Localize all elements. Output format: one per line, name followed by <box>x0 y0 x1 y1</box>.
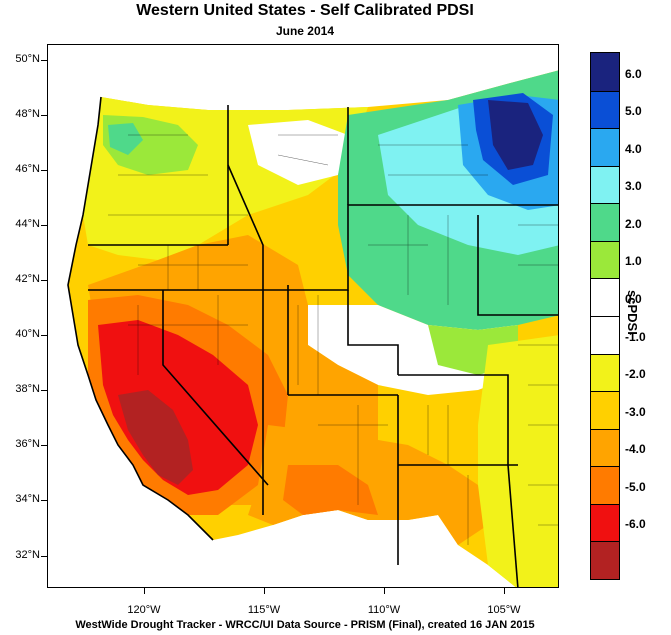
pdsi-map-svg <box>67 70 558 587</box>
colorbar-tick-label: -6.0 <box>625 517 646 532</box>
lat-label-46: 46°N <box>15 163 40 175</box>
lat-label-40: 40°N <box>15 328 40 340</box>
lat-tick <box>41 225 47 226</box>
colorbar-tick-label: -1.0 <box>625 329 646 344</box>
colorbar-box <box>591 165 619 204</box>
lon-label-120: 120°W <box>127 604 161 616</box>
lon-label-110: 110°W <box>367 604 401 616</box>
lon-tick <box>144 588 145 594</box>
colorbar-tick-label: 0.0 <box>625 292 642 306</box>
colorbar-tick-label: -3.0 <box>625 404 646 419</box>
colorbar-title: scPDSI <box>625 290 640 335</box>
colorbar-tick-label: 5.0 <box>625 104 642 119</box>
footer-credits: WestWide Drought Tracker - WRCC/UI Data … <box>75 619 535 631</box>
colorbar-box <box>591 353 619 392</box>
zone-max-wet-montana <box>488 100 543 170</box>
lat-label-44: 44°N <box>15 218 40 230</box>
colorbar-tick-label: -4.0 <box>625 442 646 457</box>
colorbar <box>590 52 620 580</box>
colorbar-box <box>591 278 619 316</box>
colorbar-box <box>591 391 619 429</box>
lat-label-34: 34°N <box>15 493 40 505</box>
lon-tick <box>384 588 385 594</box>
colorbar-box <box>591 128 619 166</box>
lat-tick <box>41 556 47 557</box>
zone-severe-southwest <box>283 465 378 515</box>
page-title: Western United States - Self Calibrated … <box>136 2 474 19</box>
zone-exceptional-california <box>118 390 193 485</box>
colorbar-box <box>591 316 619 354</box>
lat-label-42: 42°N <box>15 273 40 285</box>
zone-mild-southeast <box>478 335 558 587</box>
colorbar-box <box>591 90 619 129</box>
state-boundaries <box>67 96 558 587</box>
lat-label-38: 38°N <box>15 383 40 395</box>
lat-tick <box>41 500 47 501</box>
colorbar-tick-label: -5.0 <box>625 479 646 494</box>
lat-label-50: 50°N <box>15 53 40 65</box>
lon-label-115: 115°W <box>247 604 281 616</box>
lat-tick <box>41 60 47 61</box>
lat-tick <box>41 280 47 281</box>
colorbar-tick-label: 6.0 <box>625 66 642 81</box>
lat-label-32: 32°N <box>15 549 40 561</box>
colorbar-tick-label: 3.0 <box>625 179 642 194</box>
colorbar-tick-label: -2.0 <box>625 367 646 382</box>
colorbar-tick-label: 4.0 <box>625 141 642 156</box>
colorbar-box <box>591 503 619 542</box>
lat-label-36: 36°N <box>15 438 40 450</box>
lat-tick <box>41 115 47 116</box>
lat-tick <box>41 390 47 391</box>
lon-label-105: 105°W <box>487 604 521 616</box>
lat-label-48: 48°N <box>15 108 40 120</box>
colorbar-box <box>591 240 619 279</box>
lon-tick <box>264 588 265 594</box>
lat-tick <box>41 335 47 336</box>
colorbar-box <box>591 428 619 467</box>
colorbar-tick-label: 1.0 <box>625 254 642 269</box>
colorbar-box <box>591 541 619 579</box>
county-boundaries <box>108 134 558 545</box>
lat-tick <box>41 445 47 446</box>
zone-normal-central <box>308 305 518 395</box>
colorbar-box <box>591 53 619 91</box>
colorbar-box <box>591 203 619 241</box>
lat-tick <box>41 170 47 171</box>
zone-normal-north <box>248 120 348 185</box>
zone-wetter-northwest <box>108 123 143 155</box>
page-subtitle: June 2014 <box>275 24 335 38</box>
colorbar-tick-label: 2.0 <box>625 216 642 231</box>
lon-tick <box>504 588 505 594</box>
pdsi-map <box>47 44 559 588</box>
colorbar-box <box>591 466 619 504</box>
